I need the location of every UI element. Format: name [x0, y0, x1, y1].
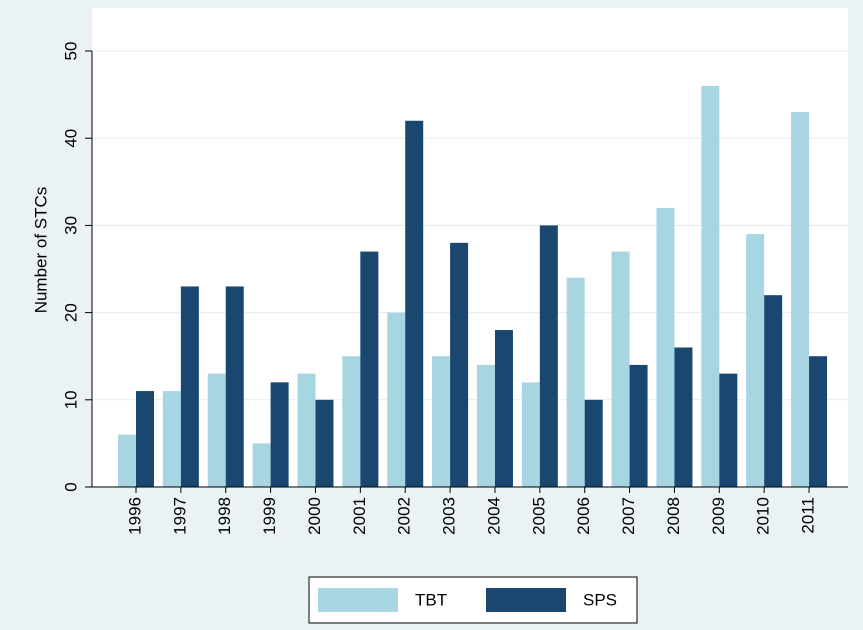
bar	[207, 373, 226, 487]
bar	[360, 251, 379, 487]
bar	[656, 207, 675, 487]
bar	[387, 312, 406, 487]
bar	[494, 330, 513, 487]
x-tick-label: 2003	[440, 497, 459, 535]
x-tick-label: 2000	[305, 497, 324, 535]
x-tick-label: 2002	[395, 497, 414, 535]
bar	[118, 434, 136, 487]
x-tick-label: 1998	[215, 497, 234, 535]
bar	[270, 382, 289, 487]
bar	[809, 356, 828, 487]
x-tick-label: 2008	[664, 497, 683, 535]
bar	[539, 225, 558, 487]
bar	[450, 242, 469, 487]
x-tick-label: 1996	[125, 497, 144, 535]
bar	[521, 382, 540, 487]
y-axis-label: Number of STCs	[31, 187, 50, 314]
bar	[719, 373, 738, 487]
bar	[584, 399, 603, 487]
bar	[791, 112, 810, 487]
bar	[432, 356, 451, 487]
x-tick-label: 2009	[709, 497, 728, 535]
legend-swatch	[486, 588, 566, 612]
x-tick-label: 2005	[529, 497, 548, 535]
bar	[136, 391, 154, 487]
bar	[746, 234, 765, 487]
bar	[297, 373, 316, 487]
x-tick-label: 1997	[170, 497, 189, 535]
y-tick-label: 40	[61, 129, 80, 148]
bar	[566, 277, 585, 487]
bar	[405, 120, 424, 487]
legend-label: SPS	[583, 590, 617, 609]
y-tick-label: 10	[61, 390, 80, 409]
x-tick-label: 2004	[484, 497, 503, 535]
x-tick-label: 2010	[754, 497, 773, 535]
x-tick-label: 2011	[799, 497, 818, 534]
x-tick-label: 1999	[260, 497, 279, 535]
legend-swatch	[318, 588, 398, 612]
bar	[611, 251, 630, 487]
bar	[764, 295, 783, 487]
bar	[252, 443, 271, 487]
x-tick-label: 2007	[619, 497, 638, 535]
x-tick-label: 2001	[350, 497, 369, 535]
bar	[629, 364, 648, 487]
bar	[180, 286, 199, 487]
bar	[476, 364, 495, 487]
y-tick-label: 0	[61, 482, 80, 491]
bar	[225, 286, 244, 487]
legend-label: TBT	[415, 590, 447, 609]
bar	[701, 85, 720, 487]
y-tick-label: 50	[61, 42, 80, 61]
bar	[315, 399, 334, 487]
y-tick-label: 30	[61, 216, 80, 235]
y-tick-label: 20	[61, 303, 80, 322]
bar	[342, 356, 361, 487]
bar	[162, 391, 181, 487]
bar	[674, 347, 693, 487]
x-tick-label: 2006	[574, 497, 593, 535]
